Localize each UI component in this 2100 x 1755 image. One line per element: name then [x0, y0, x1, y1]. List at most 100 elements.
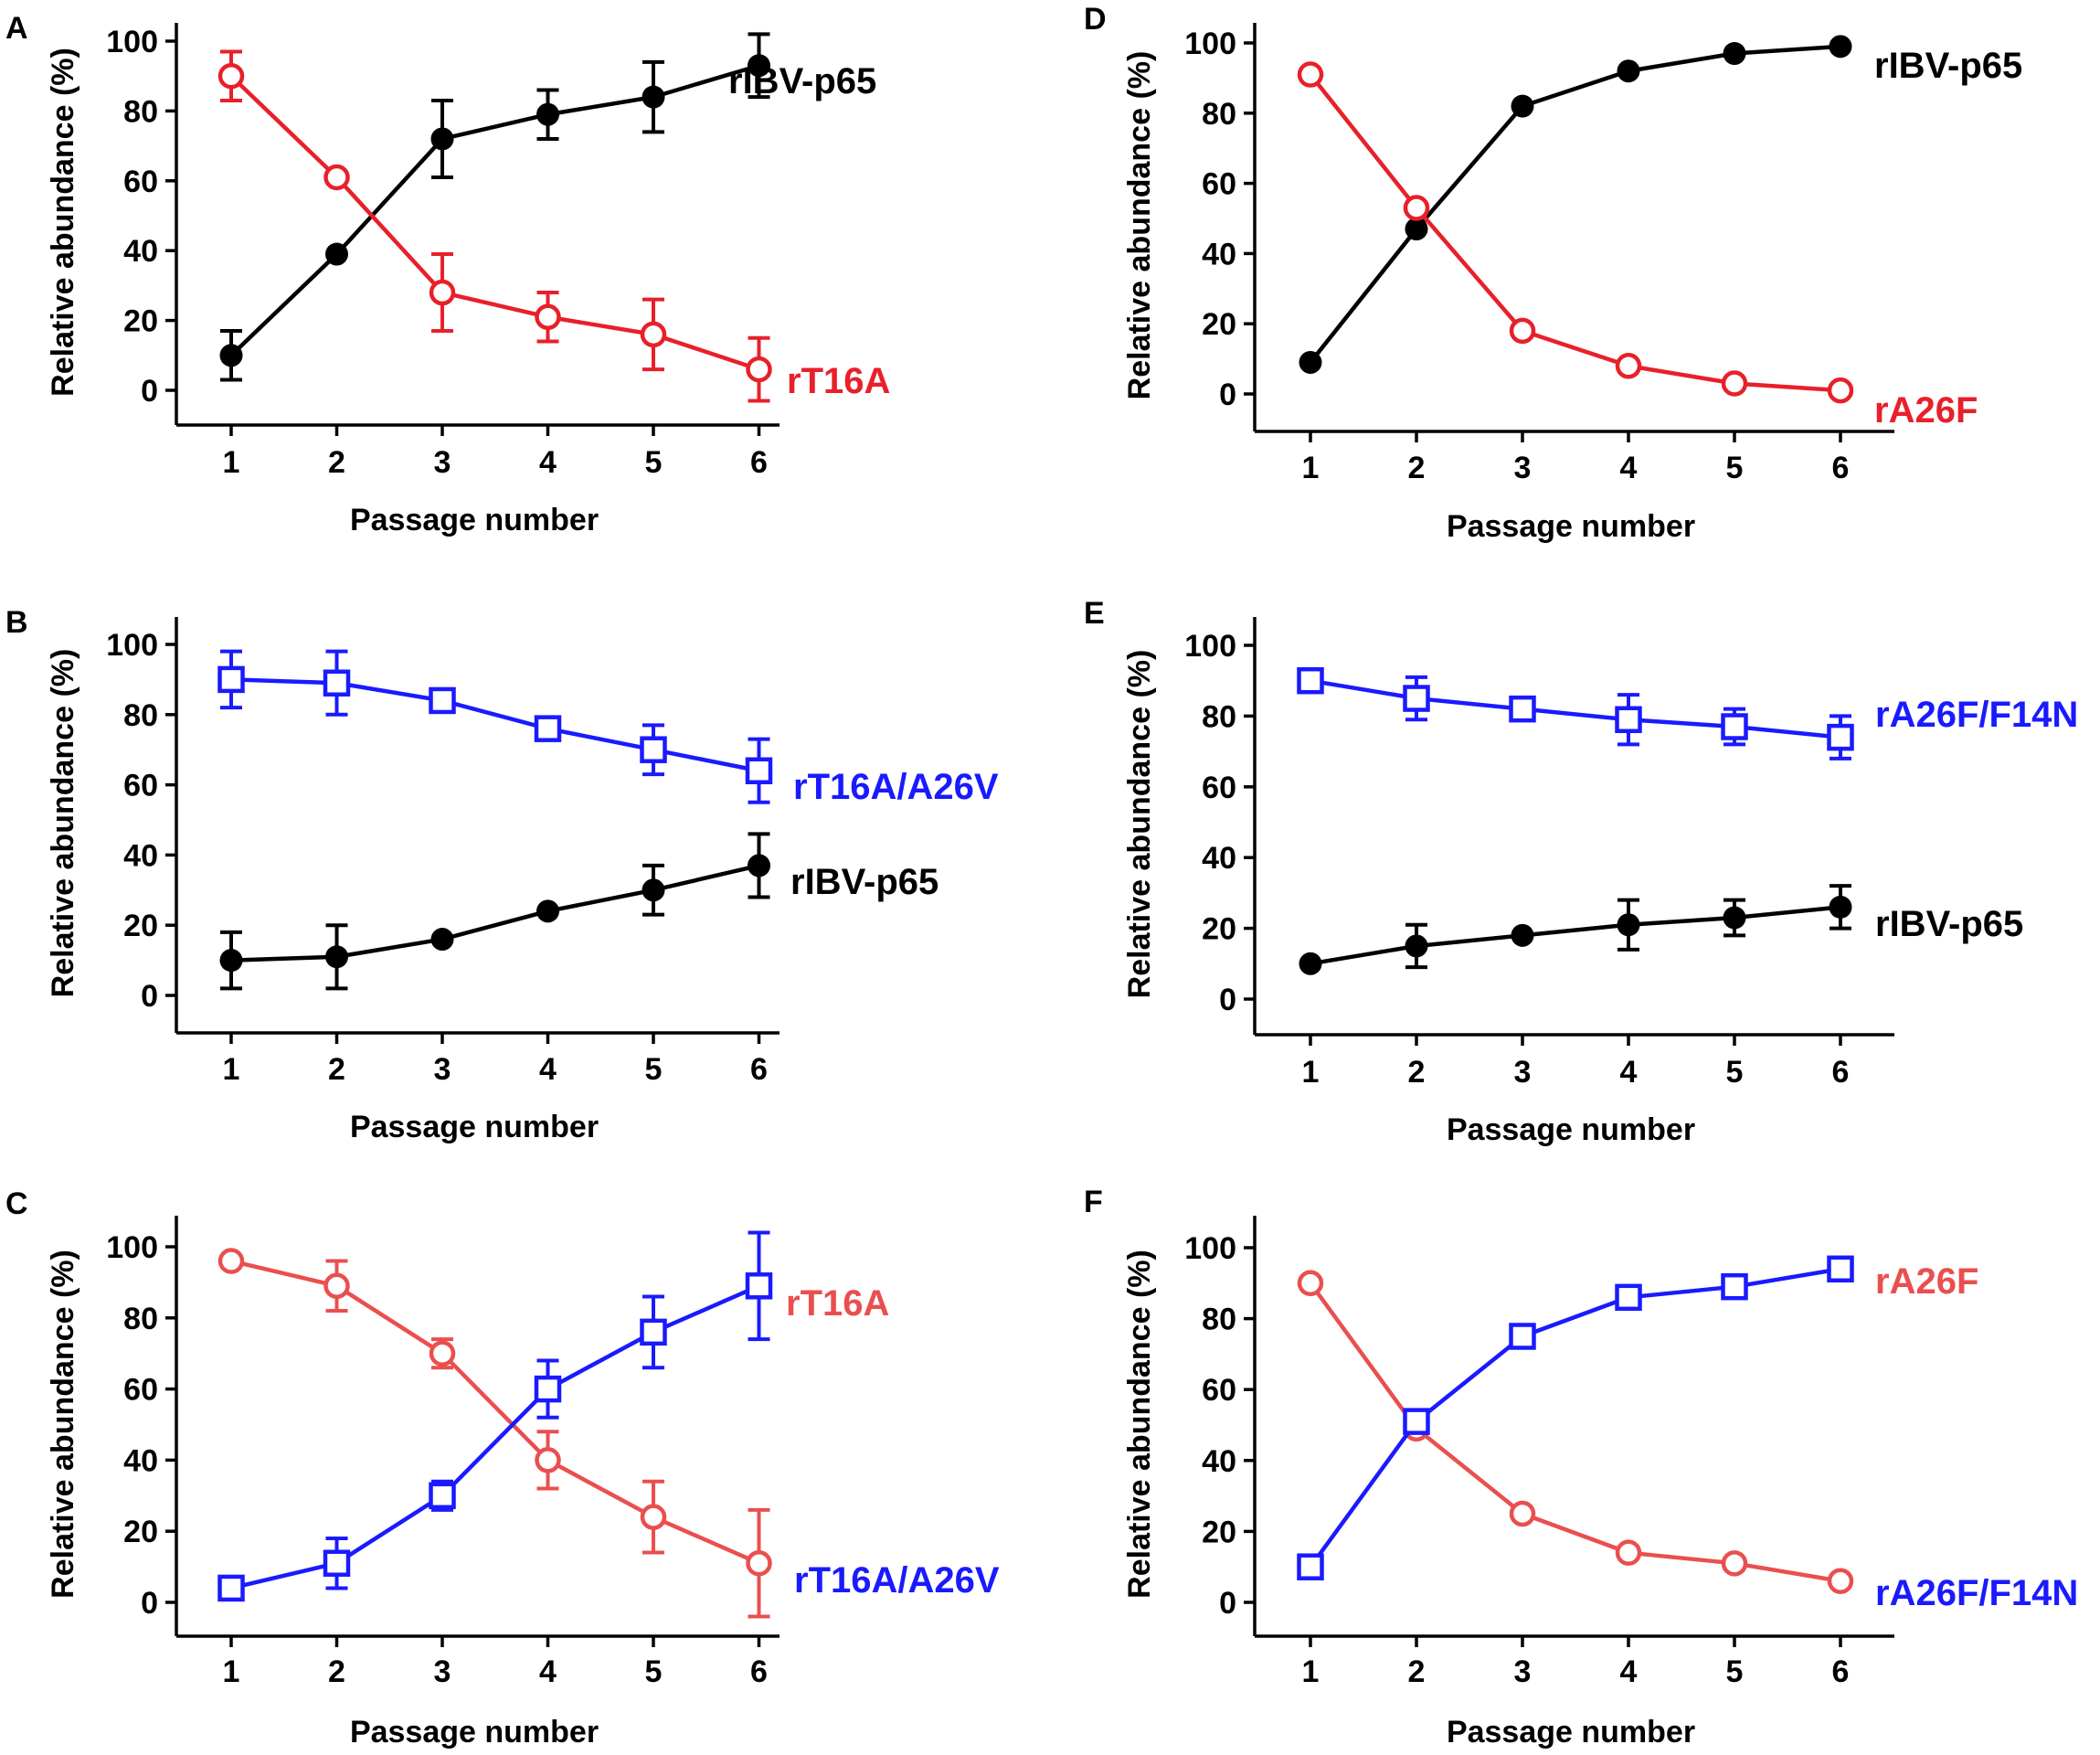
chart-panel-d: D 0 20 40 60 80 100 1 2 3 4 5 6 Passage number Relativ… — [1084, 2, 2022, 544]
data-point-filled-circle — [219, 949, 243, 973]
data-point-open-circle — [746, 356, 772, 383]
data-point-filled-circle — [1299, 350, 1322, 374]
x-tick-label: 2 — [328, 1654, 345, 1689]
y-axis-title: Relative abundance (%) — [1122, 51, 1157, 400]
y-tick-label: 40 — [123, 1443, 158, 1478]
data-point-filled-circle — [748, 854, 770, 878]
x-tick-label: 3 — [1514, 451, 1532, 485]
data-point-open-square — [1615, 1283, 1642, 1312]
data-point-open-circle — [1403, 195, 1430, 221]
data-point-open-circle — [1827, 377, 1854, 404]
y-tick-label: 100 — [106, 628, 158, 663]
series-label: rA26F — [1874, 390, 1978, 431]
x-tick-label: 3 — [1514, 1055, 1532, 1090]
data-point-filled-circle — [1829, 35, 1852, 58]
x-tick-label: 4 — [539, 1052, 557, 1087]
y-tick-label: 20 — [1202, 307, 1236, 342]
data-point-filled-circle — [1723, 906, 1746, 930]
series-ribv-p65: rIBV-p65 — [219, 32, 876, 382]
series-ra26f: rA26F — [1297, 61, 1978, 431]
series-ra26f-f14n: rA26F/F14N — [1297, 1255, 2078, 1613]
y-axis-title: Relative abundance (%) — [1122, 1250, 1157, 1599]
y-tick-label: 60 — [1202, 1373, 1236, 1408]
y-tick-label: 40 — [1202, 841, 1236, 876]
chart-panel-c: C 0 20 40 60 80 100 1 2 3 4 5 6 Passage number Relativ… — [5, 1186, 1000, 1750]
data-point-open-circle — [1721, 1550, 1748, 1577]
y-tick-label: 40 — [1202, 1444, 1236, 1479]
y-tick-label: 20 — [123, 304, 158, 339]
y-tick-label: 60 — [123, 1373, 158, 1408]
x-tick-label: 4 — [539, 445, 557, 480]
series-ribv-p65: rIBV-p65 — [1299, 884, 2023, 975]
x-tick-label: 1 — [223, 1654, 240, 1689]
data-point-open-circle — [1827, 1568, 1854, 1594]
data-point-open-square — [745, 757, 773, 784]
data-point-open-circle — [535, 1447, 561, 1473]
panel-letter: E — [1084, 596, 1105, 631]
data-point-open-circle — [640, 1504, 667, 1530]
data-point-open-square — [640, 1318, 667, 1346]
y-tick-label: 40 — [123, 838, 158, 873]
x-axis-title: Passage number — [350, 1110, 599, 1144]
data-point-filled-circle — [430, 127, 454, 151]
series-line — [230, 677, 759, 773]
y-tick-label: 80 — [1202, 97, 1236, 132]
series-ribv-p65: rIBV-p65 — [219, 832, 939, 991]
data-point-filled-circle — [1405, 934, 1428, 958]
y-tick-label: 20 — [123, 1515, 158, 1549]
y-tick-label: 100 — [106, 1230, 158, 1265]
panel-letter: D — [1084, 2, 1107, 37]
data-point-open-square — [323, 669, 351, 697]
y-tick-label: 60 — [1202, 167, 1236, 202]
y-tick-label: 0 — [1219, 1586, 1236, 1621]
y-tick-label: 80 — [1202, 1303, 1236, 1337]
x-tick-label: 3 — [1514, 1654, 1532, 1689]
y-axis-title: Relative abundance (%) — [46, 649, 80, 998]
x-tick-label: 6 — [750, 1052, 768, 1087]
series-label: rA26F — [1875, 1261, 1978, 1302]
data-point-open-square — [534, 1375, 562, 1403]
y-tick-label: 80 — [123, 1302, 158, 1336]
data-point-open-square — [745, 1272, 773, 1300]
series-rt16a-a26v: rT16A/A26V — [217, 1230, 1000, 1602]
data-point-open-square — [1827, 1255, 1854, 1283]
data-point-open-circle — [746, 1549, 772, 1577]
series-line — [1310, 678, 1841, 739]
x-tick-label: 3 — [434, 1052, 451, 1087]
data-point-open-square — [323, 1549, 351, 1577]
data-point-open-circle — [1509, 317, 1536, 345]
data-point-open-square — [1827, 723, 1854, 751]
y-tick-label: 80 — [123, 698, 158, 733]
x-tick-label: 5 — [645, 445, 663, 480]
y-tick-label: 20 — [1202, 912, 1236, 947]
series-label: rIBV-p65 — [790, 862, 939, 902]
x-axis-title: Passage number — [350, 1715, 599, 1750]
data-point-open-square — [640, 736, 667, 763]
y-tick-label: 100 — [1184, 27, 1236, 61]
x-tick-label: 6 — [1832, 1654, 1850, 1689]
y-axis-title: Relative abundance (%) — [1122, 650, 1157, 999]
x-tick-label: 5 — [1726, 451, 1744, 485]
x-tick-label: 6 — [1832, 1055, 1850, 1090]
data-point-filled-circle — [748, 54, 770, 78]
series-label: rT16A/A26V — [793, 767, 999, 807]
x-tick-label: 4 — [539, 1654, 557, 1689]
y-tick-label: 60 — [123, 769, 158, 803]
y-tick-label: 40 — [123, 234, 158, 269]
x-tick-label: 1 — [223, 445, 240, 480]
x-tick-label: 2 — [328, 1052, 345, 1087]
series-label: rT16A — [787, 361, 890, 401]
series-line — [230, 1283, 760, 1590]
data-point-open-square — [534, 715, 562, 742]
chart-panel-f: F 0 20 40 60 80 100 1 2 3 4 5 6 Passage number Relativ… — [1084, 1185, 2078, 1750]
series-label: rIBV-p65 — [728, 61, 876, 101]
series-line — [1310, 905, 1841, 966]
y-tick-label: 100 — [1184, 1231, 1236, 1266]
data-point-filled-circle — [1511, 94, 1534, 118]
x-axis-title: Passage number — [1447, 1112, 1695, 1147]
series-label: rIBV-p65 — [1875, 904, 2023, 944]
data-point-open-circle — [1721, 370, 1748, 397]
series-line — [1309, 1282, 1841, 1583]
x-tick-label: 5 — [645, 1654, 663, 1689]
data-point-open-square — [217, 1574, 245, 1602]
